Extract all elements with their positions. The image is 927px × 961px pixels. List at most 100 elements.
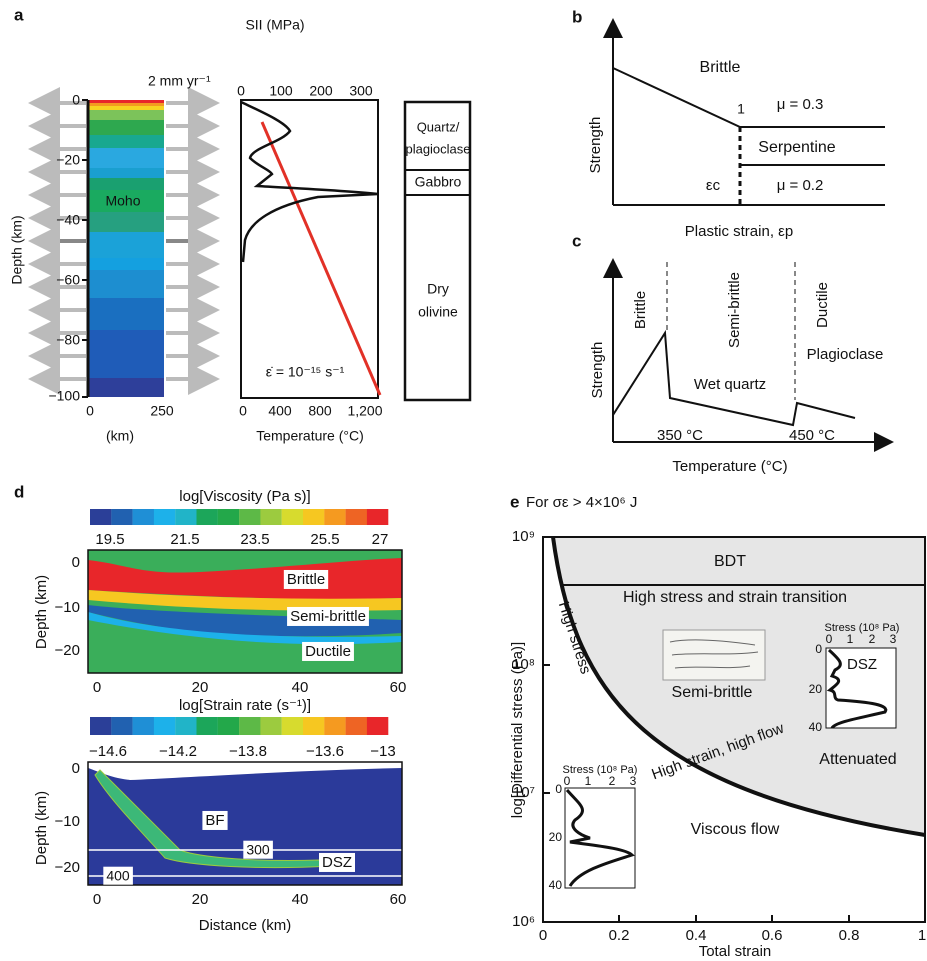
tick-label: 0 xyxy=(86,403,94,419)
strength-curve xyxy=(613,68,885,165)
panel-label: b xyxy=(572,7,582,26)
label: Stress (10⁸ Pa) xyxy=(825,622,900,634)
tick-label: −20 xyxy=(56,152,80,168)
inset-box xyxy=(565,788,635,888)
tick-label: 1 xyxy=(847,632,854,646)
label: Strength xyxy=(589,342,606,399)
panel-label: e xyxy=(510,492,519,511)
tick-label: −80 xyxy=(56,332,80,348)
label: Semi-brittle xyxy=(290,608,366,625)
label: olivine xyxy=(418,304,458,320)
label: DSZ xyxy=(847,656,877,673)
tick-label: 60 xyxy=(390,891,407,908)
label: BDT xyxy=(714,553,746,570)
tick-label: −10 xyxy=(55,599,80,616)
label: Serpentine xyxy=(758,139,835,156)
label: Plagioclase xyxy=(807,346,884,363)
label: Stress (10⁸ Pa) xyxy=(563,764,638,776)
colorbar-cell xyxy=(154,509,175,525)
tick-label: 1,200 xyxy=(347,403,382,419)
colorbar-cell xyxy=(324,509,345,525)
label: Semi-brittle xyxy=(672,684,753,701)
colorbar-cell xyxy=(133,717,154,735)
axis-title: Temperature (°C) xyxy=(256,428,364,444)
colorbar-cell xyxy=(303,717,324,735)
colorbar-cell xyxy=(111,717,132,735)
tick-label: 0 xyxy=(93,679,101,696)
colorbar-cell xyxy=(175,717,196,735)
tick-label: 40 xyxy=(292,891,309,908)
tick-label: 20 xyxy=(192,891,209,908)
tick-label: 0 xyxy=(239,403,247,419)
column-band xyxy=(88,120,164,135)
tick-label: 10⁶ xyxy=(512,913,535,930)
colorbar-cell xyxy=(260,717,281,735)
tick-label: 23.5 xyxy=(240,531,269,548)
tick-label: 0 xyxy=(93,891,101,908)
tick-label: 2 xyxy=(609,774,616,788)
tick-label: 40 xyxy=(549,878,563,892)
label: (km) xyxy=(106,428,134,444)
colorbar-cell xyxy=(303,509,324,525)
tick-label: 0 xyxy=(564,774,571,788)
label: Viscous flow xyxy=(691,821,780,838)
colorbar-cell xyxy=(218,717,239,735)
axis-title: Depth (km) xyxy=(33,791,50,865)
label: Semi-brittle xyxy=(726,272,743,348)
label: plagioclase xyxy=(405,141,470,156)
colorbar-cell xyxy=(133,509,154,525)
colorbar-cell xyxy=(324,717,345,735)
tick-label: 1 xyxy=(585,774,592,788)
label: 400 xyxy=(106,868,130,884)
label: Ductile xyxy=(814,282,831,328)
label: log[Strain rate (s⁻¹)] xyxy=(179,697,311,714)
label: Strength xyxy=(587,117,604,174)
column-band xyxy=(88,135,164,148)
colorbar-cell xyxy=(367,717,388,735)
colorbar-cell xyxy=(282,509,303,525)
tick-label: 100 xyxy=(269,83,293,99)
label: Attenuated xyxy=(819,751,896,768)
axis-title: Depth (km) xyxy=(33,575,50,649)
label: Gabbro xyxy=(415,174,462,190)
axis-title: Plastic strain, εp xyxy=(685,223,793,240)
label: Brittle xyxy=(287,571,325,588)
tick-label: −13.6 xyxy=(306,743,344,760)
tick-label: 0.2 xyxy=(609,927,630,944)
tick-label: 0 xyxy=(555,782,562,796)
tick-label: −14.6 xyxy=(89,743,127,760)
tick-label: −14.2 xyxy=(159,743,197,760)
tick-label: 25.5 xyxy=(310,531,339,548)
label: 2 mm yr⁻¹ xyxy=(148,73,211,89)
column-band xyxy=(88,212,164,232)
colorbar-cell xyxy=(367,509,388,525)
label: DSZ xyxy=(322,854,352,871)
stress-curve xyxy=(241,102,378,262)
colorbar-cell xyxy=(346,509,367,525)
label: 350 °C xyxy=(657,427,703,444)
tick-label: −13 xyxy=(370,743,395,760)
tick-label: 0 xyxy=(72,92,80,108)
label: ε̇ = 10⁻¹⁵ s⁻¹ xyxy=(266,364,345,380)
plot-box xyxy=(241,100,378,398)
tick-label: 0.8 xyxy=(839,927,860,944)
colorbar-cell xyxy=(197,509,218,525)
tick-label: 0.6 xyxy=(762,927,783,944)
column-band xyxy=(88,178,164,190)
tick-label: 10⁹ xyxy=(512,528,535,545)
column-band xyxy=(88,298,164,330)
label: Brittle xyxy=(700,59,741,76)
colorbar-cell xyxy=(239,717,260,735)
tick-label: 20 xyxy=(192,679,209,696)
label: Dry xyxy=(427,281,449,297)
label: Quartz/ xyxy=(417,119,460,134)
tick-label: 300 xyxy=(349,83,373,99)
tick-label: 20 xyxy=(809,682,823,696)
panel-label: a xyxy=(14,5,24,24)
panel-label: c xyxy=(572,231,581,250)
column-band xyxy=(88,106,164,110)
tick-label: 3 xyxy=(630,774,637,788)
label: μ = 0.3 xyxy=(777,96,824,113)
label: 450 °C xyxy=(789,427,835,444)
label: High stress and strain transition xyxy=(623,589,847,606)
